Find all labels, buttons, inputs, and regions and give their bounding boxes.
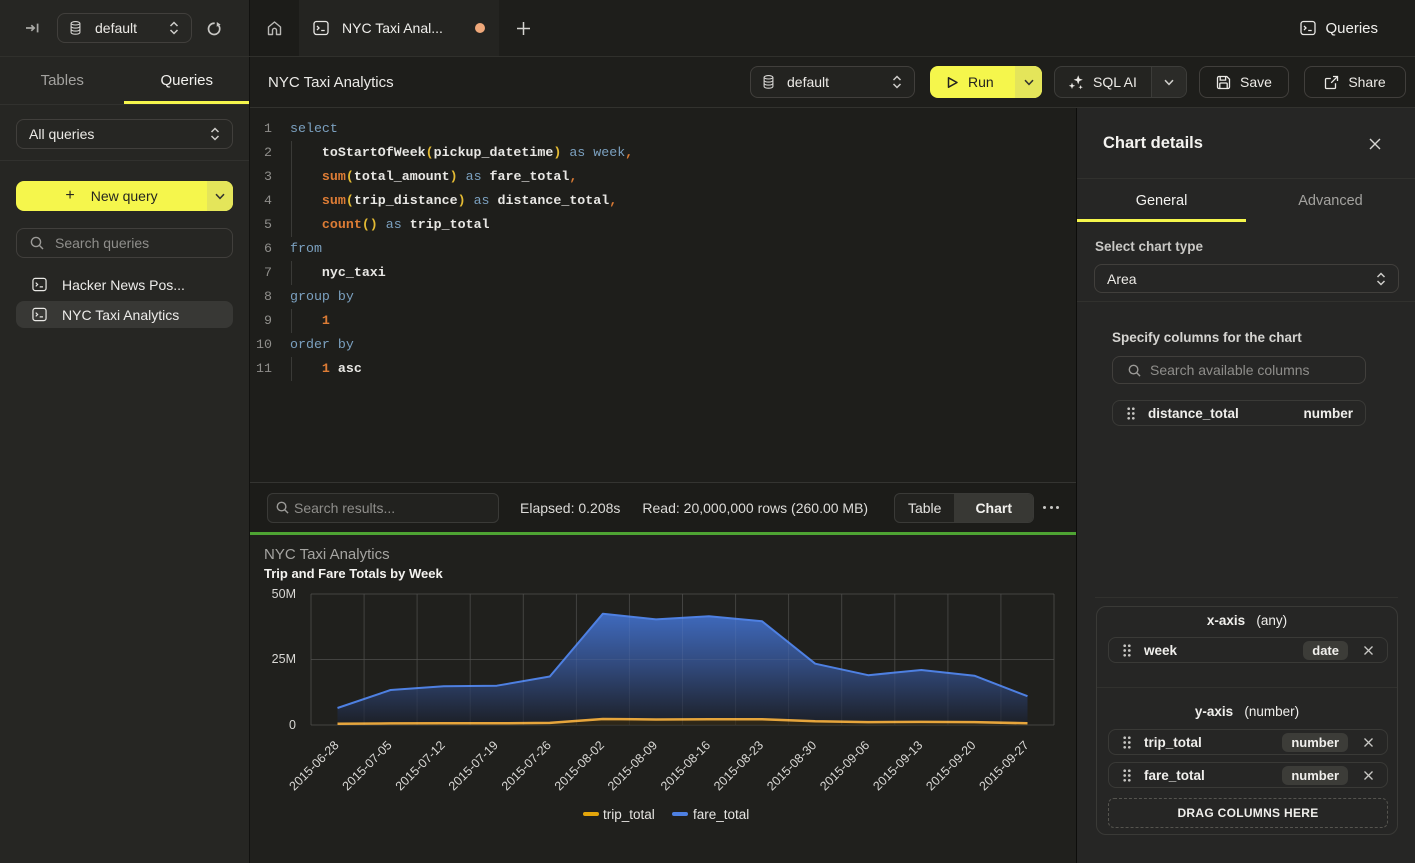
svg-text:fare_total: fare_total xyxy=(693,807,749,822)
svg-text:0: 0 xyxy=(289,718,296,732)
svg-text:2015-07-26: 2015-07-26 xyxy=(499,738,554,793)
svg-text:2015-09-06: 2015-09-06 xyxy=(817,738,872,793)
svg-text:2015-07-05: 2015-07-05 xyxy=(340,738,395,793)
svg-text:25M: 25M xyxy=(272,652,296,666)
svg-text:2015-08-09: 2015-08-09 xyxy=(605,738,660,793)
svg-text:2015-07-19: 2015-07-19 xyxy=(446,738,501,793)
svg-text:2015-09-27: 2015-09-27 xyxy=(977,738,1032,793)
svg-text:2015-08-30: 2015-08-30 xyxy=(764,738,819,793)
svg-text:2015-06-28: 2015-06-28 xyxy=(287,738,342,793)
svg-text:2015-08-02: 2015-08-02 xyxy=(552,738,607,793)
svg-text:2015-09-20: 2015-09-20 xyxy=(923,738,978,793)
svg-text:2015-08-23: 2015-08-23 xyxy=(711,738,766,793)
svg-text:trip_total: trip_total xyxy=(603,807,655,822)
svg-text:50M: 50M xyxy=(272,587,296,601)
svg-text:2015-09-13: 2015-09-13 xyxy=(870,738,925,793)
svg-text:2015-07-12: 2015-07-12 xyxy=(393,738,448,793)
svg-text:2015-08-16: 2015-08-16 xyxy=(658,738,713,793)
